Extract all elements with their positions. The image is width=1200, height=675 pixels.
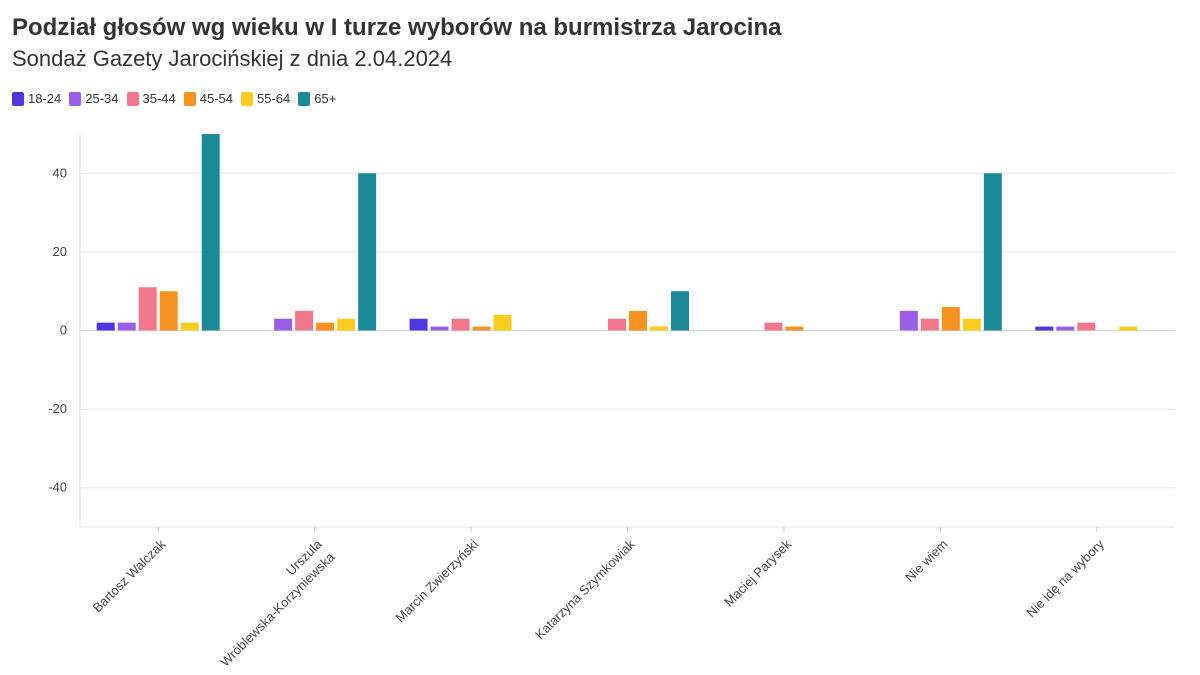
bar[interactable] <box>409 318 428 331</box>
bar[interactable] <box>1056 326 1075 331</box>
bar[interactable] <box>1035 326 1054 331</box>
bar[interactable] <box>337 318 356 331</box>
x-tick-label: Nie idę na wybory <box>1023 536 1107 620</box>
x-tick-label: Katarzyna Szymkowiak <box>532 536 638 642</box>
legend-item-65-plus[interactable]: 65+ <box>298 91 336 106</box>
x-tick-label: Maciej Parysek <box>721 536 794 609</box>
x-tick-label: Marcin Zwierzyński <box>392 536 481 625</box>
bar[interactable] <box>608 318 626 331</box>
bar[interactable] <box>650 326 668 331</box>
legend-swatch <box>241 91 253 106</box>
legend-swatch <box>69 91 82 106</box>
x-tick-label: UrszulaWróblewska-Korzyniewska <box>204 536 338 670</box>
legend-item-45-54[interactable]: 45-54 <box>183 91 233 106</box>
y-tick-label: -20 <box>48 401 67 416</box>
legend-item-18-24[interactable]: 18-24 <box>12 91 61 106</box>
bar[interactable] <box>962 318 981 331</box>
bar[interactable] <box>451 318 470 331</box>
chart-title: Podział głosów wg wieku w I turze wyboró… <box>12 14 782 41</box>
legend-label: 65+ <box>314 91 337 106</box>
legend-label: 55-64 <box>257 91 291 106</box>
legend-swatch <box>12 91 24 106</box>
bar[interactable] <box>201 134 220 331</box>
legend-label: 45-54 <box>199 91 233 106</box>
x-tick-label: Nie wiem <box>902 537 950 585</box>
y-tick-label: 40 <box>53 165 67 180</box>
bar[interactable] <box>138 287 157 331</box>
legend-label: 35-44 <box>142 91 176 106</box>
legend-label: 18-24 <box>28 91 62 106</box>
chart-subtitle: Sondaż Gazety Jarocińskiej z dnia 2.04.2… <box>12 46 453 71</box>
bar[interactable] <box>983 173 1002 331</box>
bar[interactable] <box>899 310 918 331</box>
y-tick-label: 20 <box>53 244 67 259</box>
legend-item-35-44[interactable]: 35-44 <box>126 91 176 106</box>
bar[interactable] <box>671 291 689 331</box>
legend: 18-24 25-34 35-44 45-54 55-64 65+ <box>12 91 336 106</box>
legend-label: 25-34 <box>85 91 119 106</box>
bar[interactable] <box>117 322 136 331</box>
bar[interactable] <box>493 314 512 331</box>
bar[interactable] <box>430 326 449 331</box>
y-tick-label: 0 <box>60 323 67 338</box>
bar[interactable] <box>1077 322 1096 331</box>
bar[interactable] <box>159 291 178 331</box>
bar[interactable] <box>274 318 293 331</box>
bar[interactable] <box>941 306 960 331</box>
bar[interactable] <box>764 322 783 331</box>
bar[interactable] <box>472 326 491 331</box>
legend-swatch <box>126 91 139 106</box>
bar[interactable] <box>295 310 314 331</box>
legend-item-25-34[interactable]: 25-34 <box>69 91 119 106</box>
bar[interactable] <box>96 322 115 331</box>
bar[interactable] <box>920 318 939 331</box>
bar[interactable] <box>629 310 647 331</box>
x-tick-label: Bartosz Walczak <box>90 536 169 615</box>
bar[interactable] <box>316 322 335 331</box>
legend-item-55-64[interactable]: 55-64 <box>241 91 290 106</box>
y-tick-label: -40 <box>48 480 67 495</box>
bar[interactable] <box>180 322 199 331</box>
legend-swatch <box>183 91 196 106</box>
bar[interactable] <box>785 326 804 331</box>
bar[interactable] <box>358 173 377 331</box>
legend-swatch <box>298 91 311 106</box>
bar[interactable] <box>1119 326 1138 331</box>
